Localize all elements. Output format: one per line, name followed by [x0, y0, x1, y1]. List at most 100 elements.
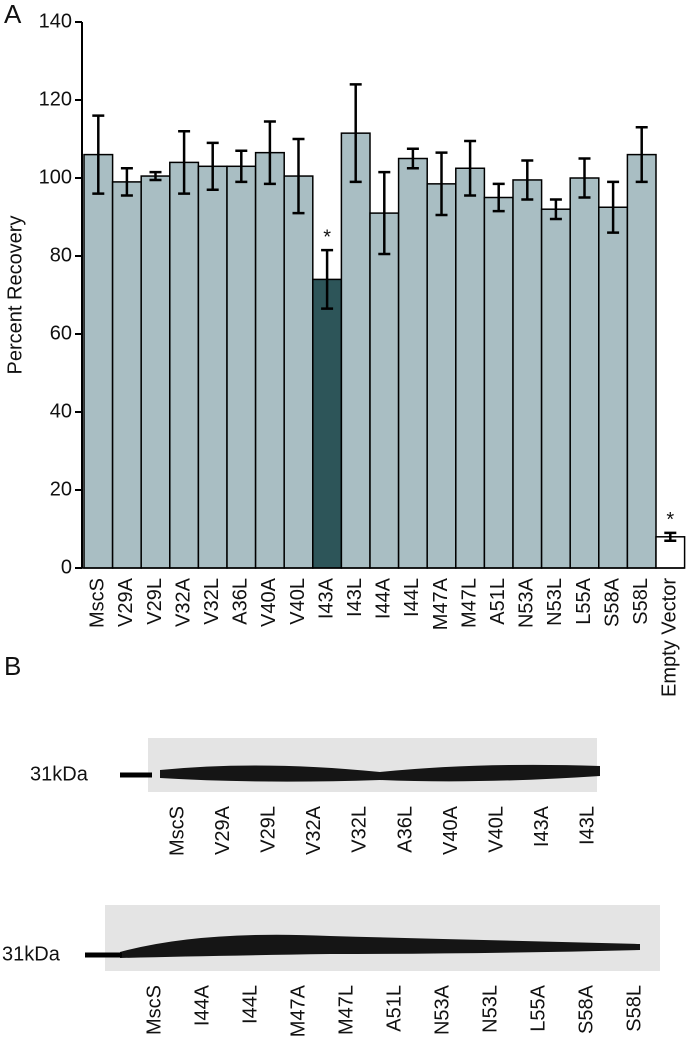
error-bar — [549, 198, 562, 221]
lane-label: MscS — [143, 985, 165, 1035]
y-tick-label: 100 — [39, 166, 72, 188]
lane-label: M47A — [287, 984, 309, 1037]
x-tick-label: M47A — [430, 577, 452, 630]
x-tick-label: V40L — [287, 578, 309, 625]
error-bar — [406, 147, 419, 170]
blot-band — [120, 934, 640, 958]
bar — [426, 183, 457, 569]
x-tick-label: A36L — [230, 578, 252, 625]
bar — [569, 177, 600, 569]
y-tick-label: 140 — [39, 10, 72, 32]
lane-label: N53A — [431, 984, 453, 1035]
lane-label: MscS — [166, 806, 188, 856]
bar — [283, 175, 314, 569]
error-bar — [235, 149, 248, 184]
x-tick-label: N53A — [516, 577, 538, 628]
error-bar — [263, 120, 276, 186]
bar — [140, 175, 171, 569]
lane-label: I44L — [239, 985, 261, 1024]
bar — [397, 157, 428, 569]
annotation: * — [666, 509, 674, 531]
y-tick-label: 0 — [61, 556, 72, 578]
x-tick-label: V32L — [201, 578, 223, 625]
x-tick-label: L55A — [573, 577, 595, 624]
error-bar — [578, 157, 591, 199]
bar — [626, 153, 657, 569]
panel-label: B — [4, 651, 21, 681]
x-tick-label: I44A — [373, 577, 395, 619]
error-bar — [206, 141, 219, 191]
bar — [598, 206, 629, 569]
x-tick-label: M47L — [458, 578, 480, 628]
bar — [455, 167, 486, 569]
error-bar — [321, 248, 334, 310]
x-tick-label: I43L — [344, 578, 366, 617]
y-tick-label: 120 — [39, 88, 72, 110]
error-bar — [492, 182, 505, 213]
x-tick-label: I44L — [401, 578, 423, 617]
bar — [83, 153, 114, 569]
bar — [226, 165, 257, 569]
error-bar — [521, 159, 534, 201]
lane-label: M47L — [335, 985, 357, 1035]
bar — [483, 196, 514, 569]
lane-label: S58L — [623, 985, 645, 1032]
marker-label: 31kDa — [2, 943, 61, 965]
lane-label: V29L — [257, 806, 279, 853]
x-tick-label: Empty Vector — [659, 578, 681, 697]
x-tick-label: S58A — [601, 577, 623, 627]
panel-label: A — [4, 0, 22, 29]
bar — [312, 278, 343, 569]
bar — [169, 161, 200, 569]
lane-label: I44A — [191, 984, 213, 1026]
x-tick-label: MscS — [87, 578, 109, 628]
y-axis-label: Percent Recovery — [4, 216, 26, 375]
x-tick-label: V29L — [144, 578, 166, 625]
lane-label: V40L — [485, 806, 507, 853]
x-tick-label: V32A — [172, 577, 194, 627]
marker-label: 31kDa — [30, 763, 89, 785]
y-tick-label: 80 — [50, 244, 72, 266]
lane-label: L55A — [527, 984, 549, 1031]
error-bar — [378, 170, 391, 256]
lane-label: V29A — [212, 805, 234, 855]
x-tick-label: N53L — [544, 578, 566, 626]
y-tick-label: 40 — [50, 400, 72, 422]
bar — [540, 208, 571, 569]
bar — [340, 132, 371, 569]
bar — [111, 181, 142, 569]
x-tick-label: S58L — [630, 578, 652, 625]
blot-band — [160, 764, 600, 782]
error-bar — [120, 167, 133, 197]
error-bar — [292, 137, 305, 215]
error-bar — [635, 126, 648, 184]
lane-label: S58A — [575, 984, 597, 1034]
bar — [197, 165, 228, 569]
error-bar — [664, 531, 677, 542]
lane-label: A36L — [394, 806, 416, 853]
error-bar — [92, 114, 105, 195]
bar — [254, 151, 285, 569]
x-tick-label: A51L — [487, 578, 509, 625]
lane-label: I43A — [531, 805, 553, 847]
lane-label: I43L — [577, 806, 599, 845]
y-tick-label: 60 — [50, 322, 72, 344]
error-bar — [349, 83, 362, 184]
error-bar — [607, 180, 620, 234]
error-bar — [178, 129, 191, 195]
x-tick-label: V40A — [258, 577, 280, 627]
bar — [512, 179, 543, 569]
error-bar — [149, 170, 162, 182]
bar — [369, 212, 400, 569]
lane-label: V32L — [349, 806, 371, 853]
error-bar — [464, 139, 477, 197]
annotation: * — [323, 226, 331, 248]
x-tick-label: V29A — [115, 577, 137, 627]
lane-label: V32A — [303, 805, 325, 855]
error-bar — [435, 151, 448, 217]
y-tick-label: 20 — [50, 478, 72, 500]
lane-label: N53L — [479, 985, 501, 1033]
x-tick-label: I43A — [315, 577, 337, 619]
lane-label: A51L — [383, 985, 405, 1032]
